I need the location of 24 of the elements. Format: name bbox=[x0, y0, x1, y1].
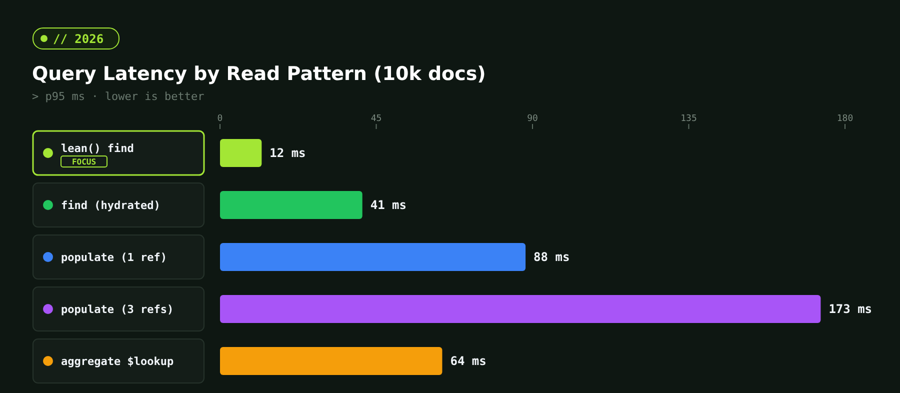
x-tick-label: 45 bbox=[370, 114, 382, 124]
data-label: 41 ms bbox=[370, 198, 406, 212]
bar bbox=[220, 191, 362, 219]
y-tick-label: populate (1 ref) bbox=[61, 251, 167, 264]
y-tick-label: populate (3 refs) bbox=[61, 303, 174, 316]
bar bbox=[220, 139, 262, 167]
y-tick-label: aggregate $lookup bbox=[61, 355, 174, 368]
y-tick-label: lean() find bbox=[61, 142, 134, 155]
x-tick-label: 180 bbox=[836, 114, 854, 124]
text: FOCUS bbox=[72, 158, 96, 166]
x-tick-label: 90 bbox=[527, 114, 538, 124]
chart-title: Query Latency by Read Pattern (10k docs) bbox=[32, 63, 486, 85]
bar bbox=[220, 295, 821, 323]
bar bbox=[220, 243, 526, 271]
x-tick-label: 0 bbox=[217, 114, 223, 124]
data-label: 173 ms bbox=[828, 302, 872, 316]
y-tick-label: find (hydrated) bbox=[61, 199, 160, 212]
data-label: 64 ms bbox=[450, 354, 486, 368]
bar bbox=[220, 347, 442, 375]
data-label: 88 ms bbox=[534, 250, 570, 264]
x-tick-label: 135 bbox=[680, 114, 697, 124]
data-label: 12 ms bbox=[270, 146, 306, 160]
text: > p95 ms · lower is better bbox=[32, 90, 205, 103]
text: // 2026 bbox=[53, 32, 104, 46]
